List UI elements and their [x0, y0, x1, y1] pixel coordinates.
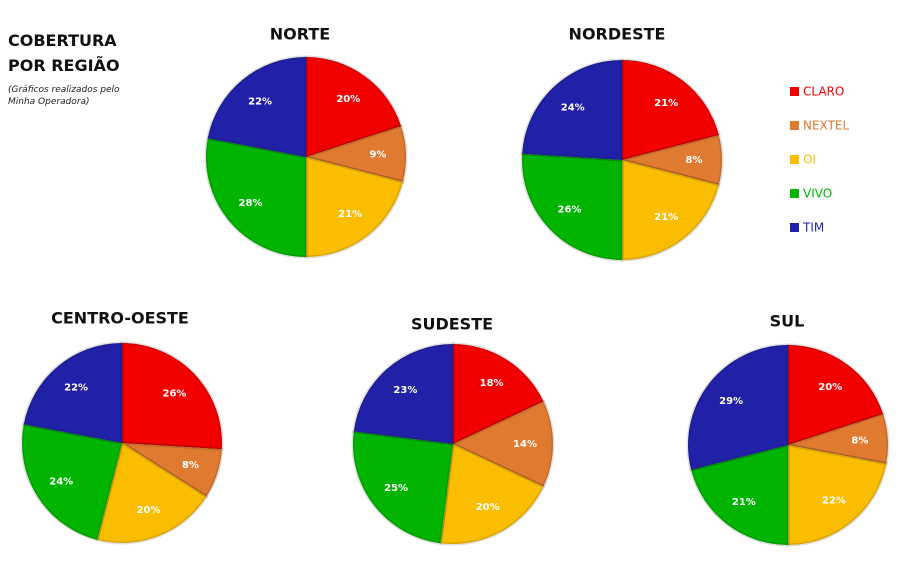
chart-title: NORTE [270, 25, 330, 44]
value-label: 21% [338, 209, 362, 220]
legend-label: OI [803, 153, 816, 167]
value-label: 28% [239, 198, 263, 209]
pie-slice [451, 399, 555, 489]
value-label: 26% [163, 389, 187, 400]
value-label: 20% [137, 505, 161, 516]
pie-slice [620, 158, 721, 262]
pie-slice [120, 441, 224, 499]
pie-slice [620, 58, 721, 162]
pie-slice [352, 342, 455, 446]
value-label: 29% [719, 396, 743, 407]
pie-slice [120, 341, 224, 451]
value-label: 21% [732, 497, 756, 508]
value-label: 24% [49, 477, 73, 488]
value-label: 20% [476, 502, 500, 513]
pie-slice [206, 55, 308, 159]
pie-slice [304, 155, 405, 259]
legend-label: NEXTEL [803, 119, 849, 133]
chart-title: CENTRO-OESTE [51, 309, 189, 328]
value-label: 22% [822, 495, 846, 506]
page-note: (Gráficos realizados pelo Minha Operador… [8, 85, 120, 107]
value-label: 24% [561, 103, 585, 114]
pie-slice [304, 55, 403, 159]
value-label: 22% [64, 383, 88, 394]
value-label: 8% [686, 155, 703, 166]
legend-swatch [790, 189, 799, 198]
legend-swatch [790, 87, 799, 96]
pie-slice [22, 341, 124, 445]
pie-slice [438, 442, 545, 546]
pie-slice [689, 443, 790, 547]
pie-slice [786, 443, 888, 547]
value-label: 21% [654, 98, 678, 109]
value-label: 9% [369, 150, 386, 161]
value-label: 8% [182, 460, 199, 471]
pie-slice [95, 441, 208, 545]
pie-slice [786, 343, 885, 447]
legend-label: TIM [802, 221, 824, 235]
value-label: 18% [480, 378, 504, 389]
chart-title: NORDESTE [569, 25, 666, 44]
pie-slice [204, 136, 308, 259]
page-title: COBERTURA POR REGIÃO [8, 31, 120, 75]
value-label: 22% [248, 97, 272, 108]
pie-slice [520, 152, 624, 262]
value-label: 26% [558, 204, 582, 215]
pie-slice [620, 133, 724, 187]
pie-slice [786, 412, 890, 466]
pie-slice [351, 429, 455, 545]
legend-swatch [790, 223, 799, 232]
legend-swatch [790, 155, 799, 164]
chart-title: SUDESTE [411, 315, 493, 334]
pie-slice [20, 422, 124, 542]
chart-title: SUL [770, 312, 805, 331]
value-label: 14% [513, 439, 537, 450]
legend-label: CLARO [803, 85, 844, 99]
value-label: 23% [393, 385, 417, 396]
pie-slice [304, 124, 408, 184]
legend-label: VIVO [803, 187, 832, 201]
pie-slice [686, 343, 790, 472]
value-label: 8% [851, 435, 868, 446]
value-label: 20% [336, 94, 360, 105]
pie-slice [520, 58, 624, 162]
value-label: 20% [818, 382, 842, 393]
legend-swatch [790, 121, 799, 130]
pie-slice [451, 342, 545, 446]
value-label: 21% [654, 212, 678, 223]
value-label: 25% [384, 483, 408, 494]
